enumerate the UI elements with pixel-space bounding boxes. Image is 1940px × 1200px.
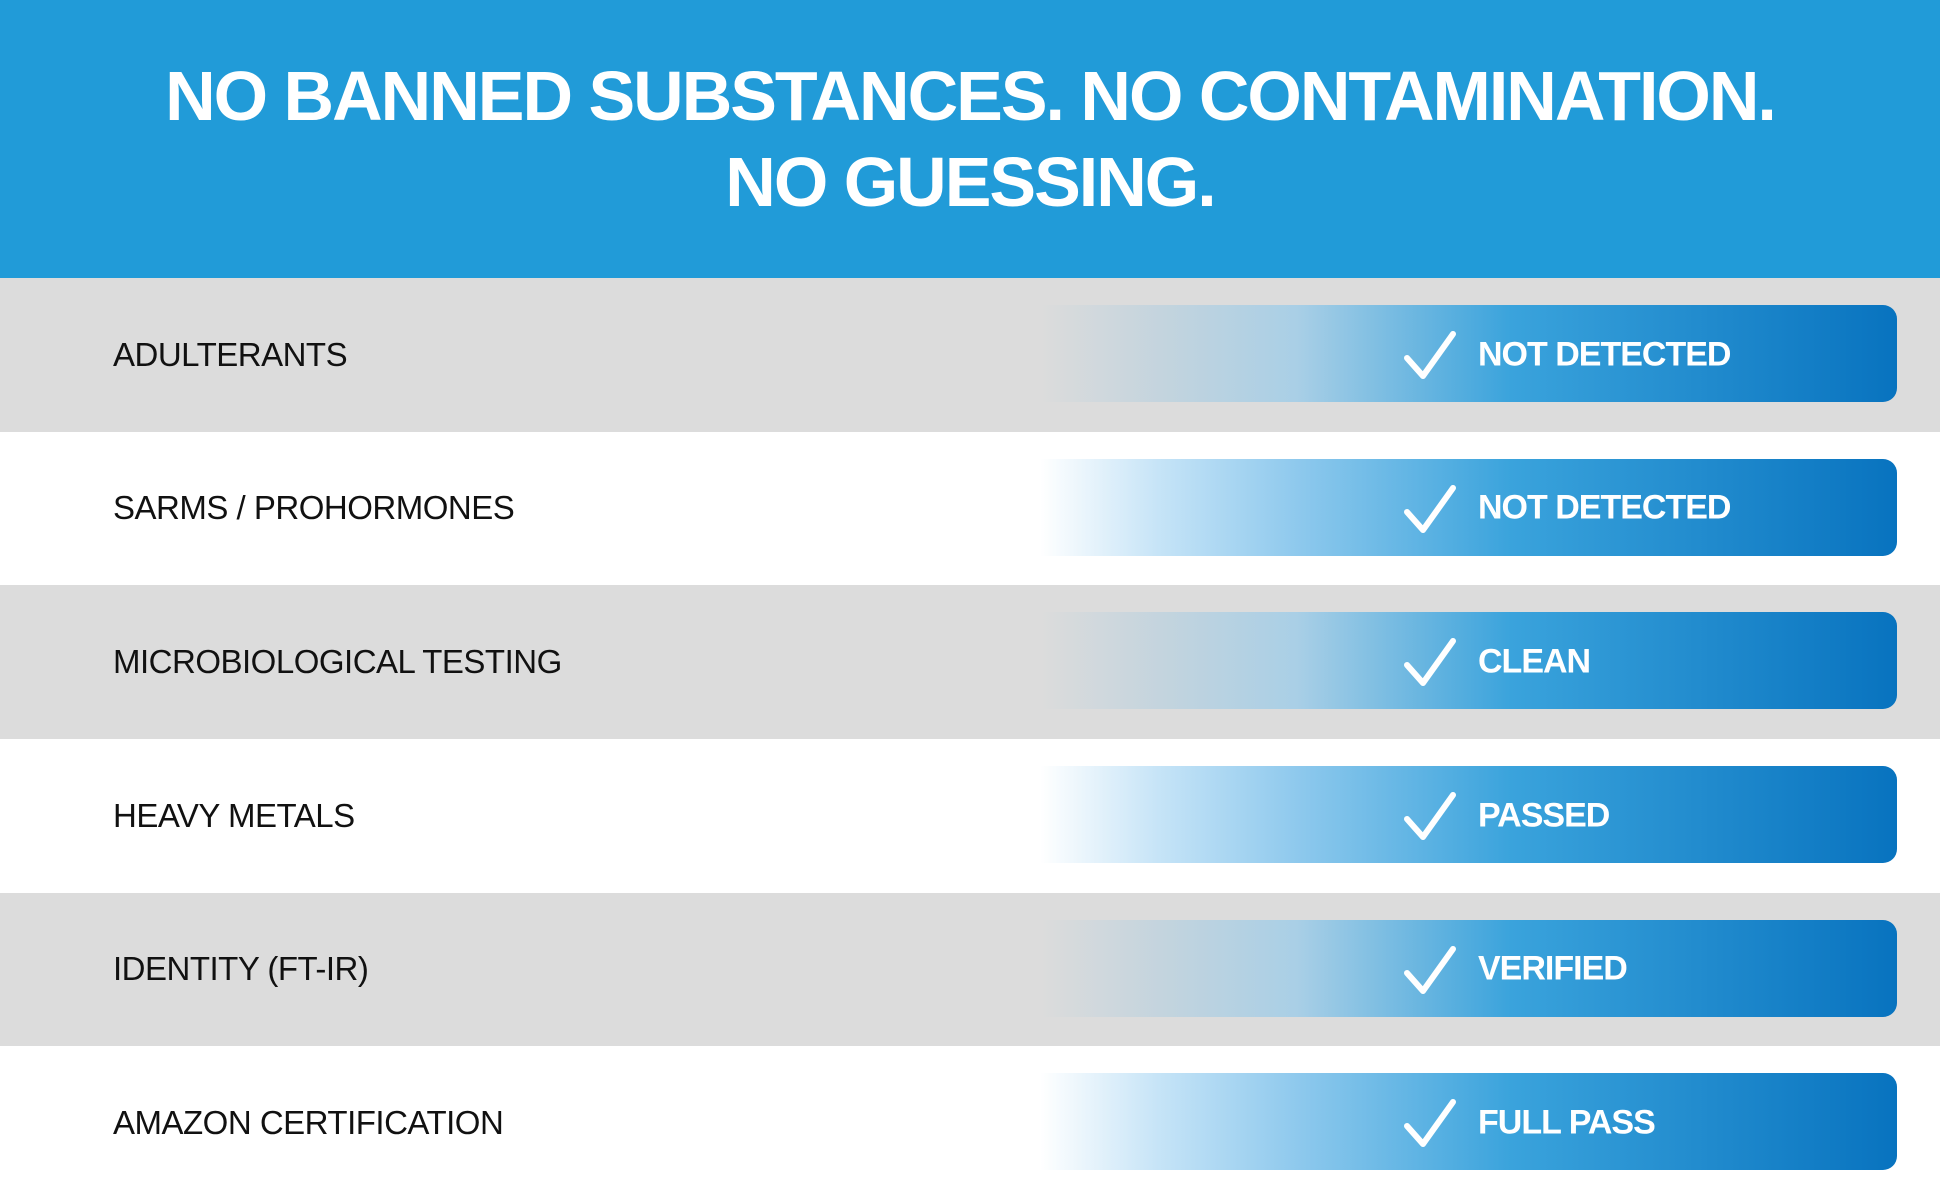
- test-label: ADULTERANTS: [113, 335, 348, 373]
- header: NO BANNED SUBSTANCES. NO CONTAMINATION. …: [0, 0, 1940, 278]
- check-icon: [1404, 331, 1456, 379]
- test-label: MICROBIOLOGICAL TESTING: [113, 643, 562, 681]
- result-badge: [1040, 458, 1897, 556]
- result-badge: [1040, 919, 1897, 1017]
- result-text: NOT DETECTED: [1478, 335, 1731, 374]
- headline: NO BANNED SUBSTANCES. NO CONTAMINATION.: [165, 57, 1777, 135]
- result-badge: [1040, 612, 1897, 710]
- result-row: AMAZON CERTIFICATION FULL PASS: [0, 1046, 1940, 1200]
- result-row: IDENTITY (FT-IR) VERIFIED: [0, 892, 1940, 1047]
- check-icon: [1404, 638, 1456, 687]
- check-stroke: [1404, 484, 1456, 533]
- results-table: ADULTERANTS NOT DETECTED SARMS / PROHORMON…: [0, 278, 1940, 1200]
- result-row: MICROBIOLOGICAL TESTING CLEAN: [0, 585, 1940, 739]
- result-text: PASSED: [1478, 796, 1610, 835]
- test-label: AMAZON CERTIFICATION: [113, 1104, 504, 1142]
- check-icon: [1404, 791, 1456, 840]
- result-text: CLEAN: [1478, 642, 1591, 681]
- test-label: HEAVY METALS: [113, 796, 355, 834]
- check-icon: [1404, 945, 1456, 994]
- check-stroke: [1404, 791, 1456, 840]
- result-row: ADULTERANTS NOT DETECTED: [0, 278, 1940, 432]
- headline: NO GUESSING.: [725, 143, 1216, 221]
- check-stroke: [1404, 1099, 1456, 1148]
- check-stroke: [1404, 638, 1456, 687]
- result-row: SARMS / PROHORMONES NOT DETECTED: [0, 432, 1940, 586]
- result-text: VERIFIED: [1478, 949, 1628, 988]
- result-text: FULL PASS: [1478, 1103, 1656, 1142]
- result-badge: [1040, 1073, 1897, 1171]
- check-stroke: [1404, 945, 1456, 994]
- result-badge: [1040, 305, 1897, 402]
- result-text: NOT DETECTED: [1478, 488, 1731, 527]
- test-label: IDENTITY (FT-IR): [113, 950, 369, 988]
- result-badge: [1040, 765, 1897, 863]
- check-icon: [1404, 484, 1456, 533]
- test-label: SARMS / PROHORMONES: [113, 489, 515, 527]
- result-row: HEAVY METALS PASSED: [0, 739, 1940, 893]
- check-stroke: [1404, 331, 1456, 379]
- check-icon: [1404, 1099, 1456, 1148]
